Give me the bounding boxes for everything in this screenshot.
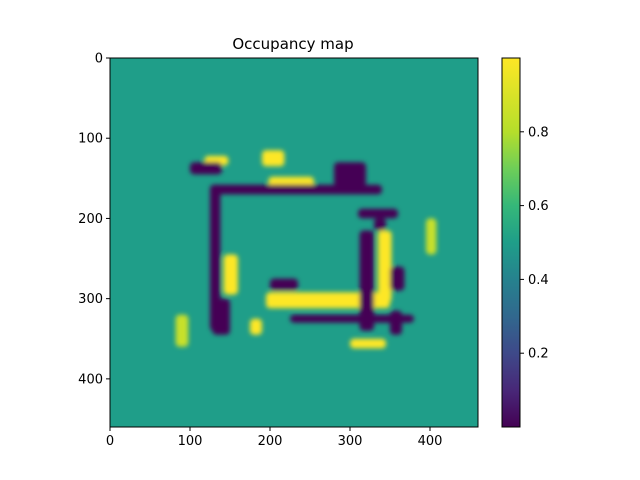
chart-title: Occupancy map <box>232 35 353 53</box>
heatmap-cell-occupied-20 <box>390 310 402 335</box>
heatmap-cell-free-4 <box>266 292 390 309</box>
y-tick-label: 200 <box>78 212 103 227</box>
heatmap-cell-occupied-21 <box>358 208 398 219</box>
heatmap-cell-occupied-16 <box>270 278 298 291</box>
heatmap-cell-occupied-18 <box>334 162 366 187</box>
heatmap-cell-free-7 <box>350 338 386 349</box>
colorbar-gradient <box>501 57 521 428</box>
heatmap-cell-occupied-11 <box>210 184 221 331</box>
x-tick-label: 300 <box>338 434 363 449</box>
heatmap-cell-free-1 <box>262 150 285 167</box>
heatmap-area <box>110 58 478 427</box>
x-tick-label: 100 <box>178 434 203 449</box>
plot-frame <box>109 57 479 428</box>
colorbar-tick-label: 0.4 <box>528 273 549 288</box>
heatmap-cell-occupied-14 <box>374 218 386 231</box>
y-tick-label: 100 <box>78 132 103 147</box>
heatmap-cell-free-3 <box>223 254 238 295</box>
heatmap-cell-free-9 <box>426 218 437 255</box>
colorbar-tick-label: 0.8 <box>528 125 549 140</box>
heatmap-cell-occupied-19 <box>390 266 405 291</box>
x-tick-label: 200 <box>258 434 283 449</box>
colorbar-ticks: 0.2 0.4 0.6 0.8 <box>520 125 549 362</box>
heatmap-background <box>110 58 478 427</box>
y-tick-label: 400 <box>78 372 103 387</box>
heatmap-cell-occupied-15 <box>290 314 414 323</box>
y-tick-label: 300 <box>78 292 103 307</box>
heatmap-cell-occupied-12 <box>212 298 230 335</box>
heatmap-cell-occupied-13 <box>359 230 374 331</box>
y-tick-label: 0 <box>95 52 103 67</box>
heatmap-cell-occupied-10 <box>210 184 382 195</box>
colorbar-tick-label: 0.6 <box>528 199 549 214</box>
colorbar-tick-label: 0.2 <box>528 347 549 362</box>
heatmap-cell-free-6 <box>250 318 262 335</box>
x-axis: 0 100 200 300 400 <box>106 427 443 449</box>
x-tick-label: 400 <box>418 434 443 449</box>
heatmap-regions <box>175 150 437 349</box>
x-tick-label: 0 <box>106 434 114 449</box>
colorbar: 0.2 0.4 0.6 0.8 <box>501 57 549 428</box>
heatmap-cell-free-8 <box>175 314 189 347</box>
heatmap-cell-free-5 <box>378 230 392 303</box>
y-axis: 0 100 200 300 400 <box>78 52 110 387</box>
heatmap-cell-occupied-17 <box>190 162 222 175</box>
